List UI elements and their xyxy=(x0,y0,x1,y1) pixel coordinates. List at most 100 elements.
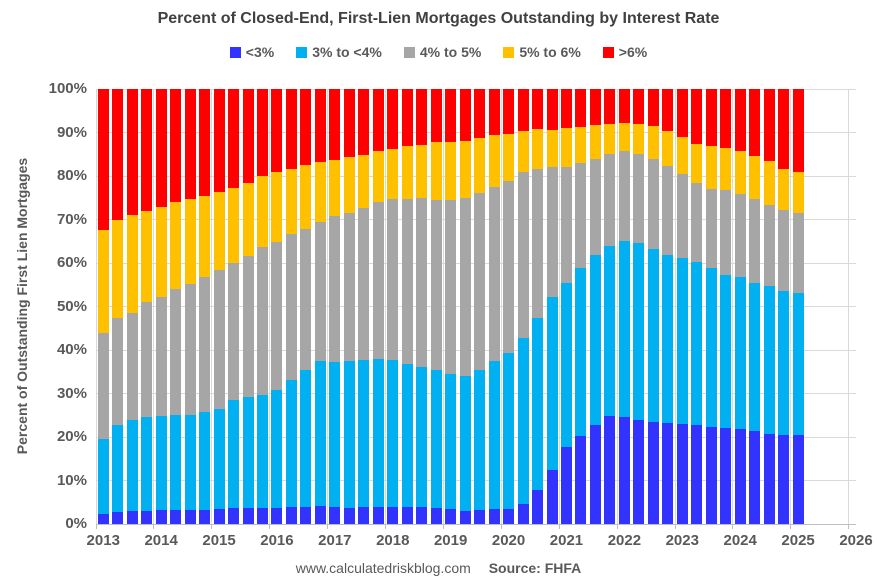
bar-2018-Q4-segment xyxy=(430,370,442,508)
x-year-label: 2014 xyxy=(144,532,178,549)
bar-2019-Q3-segment xyxy=(474,509,486,524)
bar-2013-Q4-segment xyxy=(141,302,153,417)
bar-2016-Q3-segment xyxy=(300,164,312,229)
bar-2024-Q3-segment xyxy=(763,286,775,434)
bar-2016-Q1-segment xyxy=(271,507,283,524)
x-year-label: 2017 xyxy=(318,532,352,549)
bar-2024-Q2-segment xyxy=(749,89,761,156)
bar-2017-Q3-segment xyxy=(358,507,370,524)
bar-2013-Q4-segment xyxy=(141,416,153,511)
x-tick xyxy=(500,524,502,529)
bar-2013-Q4-segment xyxy=(141,510,153,524)
x-year-label: 2020 xyxy=(491,532,526,549)
bar-2022-Q2-segment xyxy=(633,153,645,244)
footer-source: Source: FHFA xyxy=(488,560,582,576)
bar-2016-Q1-segment xyxy=(271,390,283,508)
bar-2013-Q1-segment xyxy=(97,89,109,230)
bar-2017-Q2-segment xyxy=(343,212,355,362)
bar-2016-Q1-segment xyxy=(271,171,283,242)
bar-2018-Q4-segment xyxy=(430,507,442,524)
bar-2020-Q3-segment xyxy=(532,490,544,524)
bar-2021-Q2-segment xyxy=(575,436,587,524)
bar-2023-Q4-segment xyxy=(720,89,732,148)
bar-2017-Q3-segment xyxy=(358,89,370,155)
bar-2021-Q3-segment xyxy=(589,124,601,159)
bar-2015-Q1-segment xyxy=(213,269,225,409)
bar-2021-Q4-segment xyxy=(604,416,616,524)
bar-2018-Q3-segment xyxy=(416,144,428,199)
year-gridline xyxy=(848,89,850,524)
bar-2019-Q1-segment xyxy=(445,141,457,201)
x-year-label: 2015 xyxy=(202,532,236,549)
bar-2016-Q4-segment xyxy=(314,222,326,362)
bar-2013-Q4-segment xyxy=(141,210,153,303)
bar-2023-Q4-segment xyxy=(720,190,732,276)
bar-2018-Q2-segment xyxy=(401,363,413,508)
bar-2021-Q3-segment xyxy=(589,255,601,426)
legend: <3% 3% to <4% 4% to 5% 5% to 6% >6% xyxy=(0,44,877,60)
bar-2021-Q1-segment xyxy=(560,128,572,168)
y-tick-label: 40% xyxy=(56,341,87,358)
footer-site-url: www.calculatedriskblog.com xyxy=(295,560,471,576)
x-tick xyxy=(790,524,792,529)
bar-2020-Q3-segment xyxy=(532,128,544,170)
legend-label: 5% to 6% xyxy=(519,44,581,60)
bar-2020-Q3-segment xyxy=(532,169,544,318)
bar-2017-Q4-segment xyxy=(372,507,384,524)
bar-2023-Q2-segment xyxy=(691,425,703,524)
bar-2015-Q4-segment xyxy=(256,508,268,524)
bar-2016-Q2-segment xyxy=(285,507,297,524)
legend-swatch-icon xyxy=(403,46,415,58)
bar-2019-Q2-segment xyxy=(459,510,471,524)
bar-2023-Q1-segment xyxy=(676,423,688,524)
bar-2023-Q3-segment xyxy=(705,89,717,146)
x-year-label: 2024 xyxy=(723,532,757,549)
bar-2014-Q2-segment xyxy=(170,510,182,524)
bar-2015-Q1-segment xyxy=(213,509,225,524)
bar-2016-Q4-segment xyxy=(314,506,326,524)
x-tick xyxy=(269,524,271,529)
bar-2023-Q1-segment xyxy=(676,137,688,174)
bar-2020-Q1-segment xyxy=(503,508,515,524)
bar-2014-Q1-segment xyxy=(155,296,167,417)
bar-2015-Q3-segment xyxy=(242,89,254,183)
bar-2023-Q3-segment xyxy=(705,145,717,189)
bar-2023-Q4-segment xyxy=(720,147,732,191)
bar-2017-Q4-segment xyxy=(372,358,384,508)
bar-2018-Q2-segment xyxy=(401,89,413,146)
legend-swatch-icon xyxy=(296,46,308,58)
y-gridline xyxy=(96,523,856,525)
x-year-label: 2016 xyxy=(260,532,294,549)
bar-2017-Q1-segment xyxy=(329,507,341,524)
x-year-label: 2022 xyxy=(607,532,642,549)
bar-2016-Q2-segment xyxy=(285,168,297,235)
bar-2020-Q1-segment xyxy=(503,181,515,354)
bar-2023-Q1-segment xyxy=(676,257,688,424)
bar-2019-Q1-segment xyxy=(445,200,457,375)
bar-2018-Q1-segment xyxy=(387,199,399,361)
bar-2019-Q2-segment xyxy=(459,198,471,377)
legend-swatch-icon xyxy=(503,46,515,58)
bar-2023-Q4-segment xyxy=(720,275,732,428)
bar-2023-Q2-segment xyxy=(691,89,703,144)
x-tick xyxy=(95,524,97,529)
bar-2015-Q2-segment xyxy=(228,508,240,524)
bar-2024-Q4-segment xyxy=(778,168,790,211)
x-tick xyxy=(848,524,850,529)
bar-2019-Q2-segment xyxy=(459,140,471,199)
year-gridline xyxy=(269,89,271,524)
bar-2019-Q2-segment xyxy=(459,376,471,511)
x-tick xyxy=(732,524,734,529)
legend-label: 3% to <4% xyxy=(312,44,382,60)
bar-2015-Q3-segment xyxy=(242,182,254,257)
bar-2022-Q2-segment xyxy=(633,243,645,420)
legend-item: 4% to 5% xyxy=(403,44,481,60)
bar-2015-Q2-segment xyxy=(228,262,240,400)
bar-2014-Q4-segment xyxy=(199,510,211,524)
bar-2025-Q1-segment xyxy=(792,171,804,214)
bar-2017-Q4-segment xyxy=(372,201,384,359)
bar-2024-Q1-segment xyxy=(734,429,746,524)
bar-2017-Q2-segment xyxy=(343,157,355,213)
bar-2022-Q4-segment xyxy=(662,131,674,166)
